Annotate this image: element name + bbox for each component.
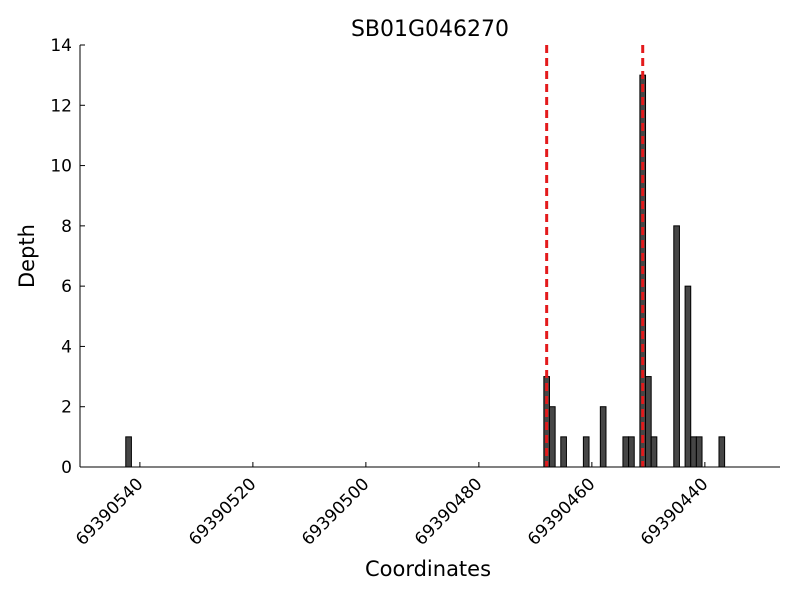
x-tick-label: 69390500 xyxy=(298,474,373,549)
bar xyxy=(560,436,567,468)
chart-title: SB01G046270 xyxy=(351,17,509,42)
x-tick-label: 69390440 xyxy=(637,474,712,549)
y-tick-label: 8 xyxy=(61,217,72,237)
bar xyxy=(628,436,635,468)
bar xyxy=(673,225,680,468)
y-tick-label: 0 xyxy=(61,458,72,478)
bar xyxy=(622,436,630,468)
y-tick-label: 4 xyxy=(61,337,72,357)
y-tick-label: 6 xyxy=(61,277,72,297)
bar xyxy=(645,376,652,468)
bar xyxy=(695,436,703,468)
bar xyxy=(650,436,658,468)
x-tick-label: 69390480 xyxy=(411,474,486,549)
x-axis-label: Coordinates xyxy=(365,557,491,581)
y-axis-label: Depth xyxy=(15,224,39,288)
y-tick-label: 14 xyxy=(50,36,72,56)
y-tick-label: 12 xyxy=(50,96,72,116)
x-tick-label: 69390520 xyxy=(185,474,260,549)
bar xyxy=(718,436,726,468)
bar xyxy=(582,436,590,468)
x-tick-label: 69390540 xyxy=(72,474,147,549)
bar xyxy=(548,406,556,468)
bar xyxy=(125,436,132,468)
x-tick-label: 69390460 xyxy=(524,474,599,549)
y-tick-label: 10 xyxy=(50,157,72,177)
y-tick-label: 2 xyxy=(61,398,72,418)
bar xyxy=(690,436,697,468)
bar xyxy=(684,285,692,468)
bar xyxy=(599,406,607,468)
